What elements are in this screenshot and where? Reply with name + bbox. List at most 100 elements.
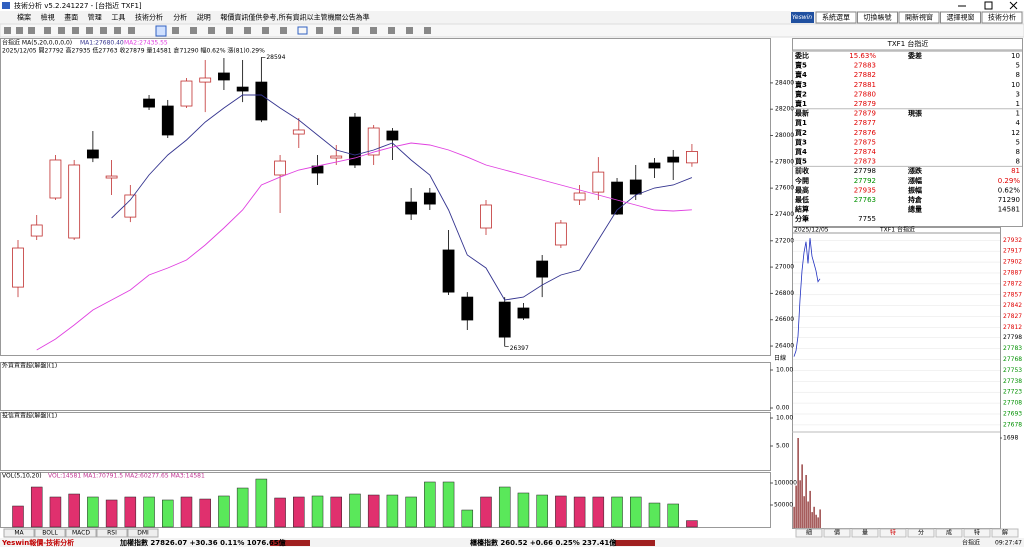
top-button-label[interactable]: 切換帳號 [864, 13, 892, 22]
intraday-volume-bar [793, 506, 795, 528]
menu-item[interactable]: 說明 [197, 13, 211, 22]
quote-label: 今開 [794, 176, 809, 185]
indicator-tab[interactable] [65, 528, 97, 538]
tool-icon[interactable] [4, 27, 11, 34]
tool-icon[interactable] [370, 27, 377, 34]
top-button-label[interactable]: 選擇視窗 [947, 13, 975, 22]
intraday-tab[interactable] [991, 528, 1019, 538]
intraday-tab-label: 分 [918, 529, 924, 537]
tool-icon[interactable] [114, 27, 121, 34]
intraday-name: TXF1 台指近 [879, 226, 915, 234]
quote-value: 0.62% [998, 186, 1021, 194]
candle-body [274, 160, 286, 176]
top-button[interactable] [815, 11, 857, 24]
tool-icon[interactable] [262, 27, 269, 34]
top-button-label[interactable]: 開新視窗 [905, 13, 933, 22]
menu-item[interactable]: 技術分析 [135, 13, 163, 22]
tool-icon[interactable] [86, 27, 93, 34]
tool-icon[interactable] [28, 27, 35, 34]
top-button-label[interactable]: 技術分析 [988, 13, 1016, 22]
tool-icon[interactable] [100, 27, 107, 34]
tool-icon[interactable] [388, 27, 395, 34]
menu-item[interactable]: 檢視 [41, 13, 55, 22]
chart-info: 台指近 MA(5,20,0,0,0,0) [2, 39, 72, 47]
tool-icon[interactable] [16, 27, 23, 34]
tool-icon[interactable] [244, 27, 251, 34]
tool-icon[interactable] [58, 27, 65, 34]
intraday-volume-bar [817, 517, 819, 528]
tool-icon-active[interactable] [155, 25, 167, 37]
top-button[interactable] [857, 11, 898, 24]
tool-icon[interactable] [190, 27, 197, 34]
volume-bar [311, 495, 324, 528]
candle-body [30, 224, 43, 237]
menu-item[interactable]: 管理 [88, 13, 102, 22]
indicator-tab-label: MACD [72, 530, 90, 537]
indicator-tab-label: MA [14, 530, 24, 537]
candle-body [423, 192, 436, 205]
close[interactable] [1009, 1, 1018, 10]
tool-icon[interactable] [226, 27, 233, 34]
candle-body [367, 127, 380, 156]
y-tick-label: 26600 [775, 316, 794, 323]
tool-icon[interactable] [334, 27, 341, 34]
maximize[interactable] [984, 1, 993, 10]
quote-label: 漲幅 [908, 176, 922, 185]
indicator-tab[interactable] [96, 528, 128, 538]
y-tick-label: 27723 [1003, 389, 1022, 396]
quote-value: 14581 [998, 206, 1020, 214]
y-tick-label: 27857 [1003, 291, 1022, 298]
menu-item[interactable]: 檔案 [17, 13, 31, 22]
quote-value: 1 [1016, 100, 1020, 108]
top-button[interactable] [981, 11, 1023, 24]
candle-body [180, 80, 193, 107]
menu-item[interactable]: 工具 [111, 14, 125, 22]
volume-bar [124, 496, 137, 528]
intraday-tab[interactable] [851, 528, 879, 538]
quote-value: 5 [1016, 138, 1020, 146]
tool-icon[interactable] [208, 27, 215, 34]
y-tick-label: 27768 [1003, 356, 1022, 363]
intraday-tab-label: 特 [890, 529, 896, 537]
volume-bar [630, 496, 642, 528]
intraday-tab[interactable] [823, 528, 851, 538]
candle-body [199, 77, 212, 83]
tool-icon[interactable] [44, 27, 51, 34]
tool-icon[interactable] [316, 27, 323, 34]
candle-body [292, 129, 305, 135]
tool-icon[interactable] [72, 27, 79, 34]
menu-item[interactable]: 分析 [173, 13, 187, 22]
tool-icon[interactable] [352, 27, 359, 34]
tool-icon[interactable] [128, 27, 135, 34]
y-tick-label: 27738 [1003, 378, 1022, 385]
volume-bar [648, 502, 661, 528]
intraday-tab[interactable] [963, 528, 991, 538]
intraday-tab[interactable] [795, 528, 823, 538]
quote-value: 8 [1016, 158, 1020, 166]
y-tick-label: 27932 [1003, 237, 1022, 244]
top-button-label[interactable]: 系統選單 [822, 13, 850, 22]
top-button[interactable] [898, 11, 940, 24]
intraday-tab-label: 量 [862, 530, 868, 537]
intraday-tab[interactable] [879, 528, 907, 538]
y-tick-label: 27693 [1003, 411, 1022, 418]
quote-label: 委差 [907, 51, 922, 60]
window-controls[interactable] [958, 1, 1018, 10]
tool-icon[interactable] [424, 27, 431, 34]
quote-label: 委比 [794, 51, 809, 60]
volume-bar [667, 503, 679, 528]
tool-icon[interactable] [280, 27, 287, 34]
tool-icon[interactable] [297, 26, 308, 35]
status-time: 09:27:47 [995, 540, 1022, 547]
candle-body [143, 98, 155, 108]
tool-icon[interactable] [406, 27, 413, 34]
tool-icon[interactable] [172, 27, 179, 34]
candle-body [218, 72, 230, 81]
top-button[interactable] [940, 11, 981, 24]
indicator-tab[interactable] [127, 528, 159, 538]
intraday-tab[interactable] [935, 528, 963, 538]
intraday-tab[interactable] [907, 528, 935, 538]
menu-item[interactable]: 畫面 [64, 13, 78, 22]
indicator-tab[interactable] [3, 528, 35, 538]
indicator-tab[interactable] [34, 528, 66, 538]
